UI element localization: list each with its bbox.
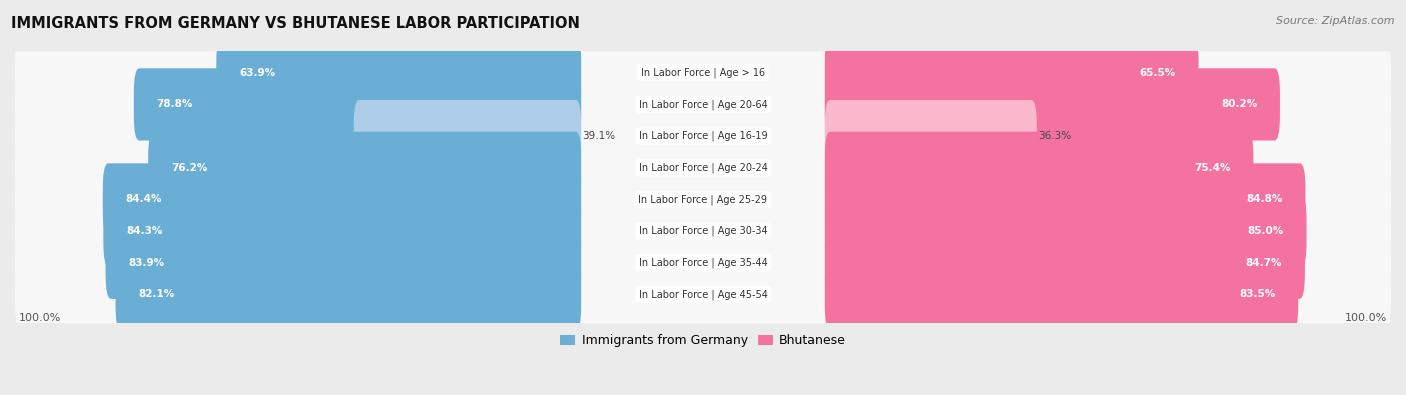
FancyBboxPatch shape — [825, 227, 1305, 299]
FancyBboxPatch shape — [15, 162, 1391, 237]
Text: 63.9%: 63.9% — [239, 68, 276, 78]
Text: 65.5%: 65.5% — [1140, 68, 1175, 78]
Text: In Labor Force | Age 45-54: In Labor Force | Age 45-54 — [638, 289, 768, 300]
Text: 78.8%: 78.8% — [156, 100, 193, 109]
FancyBboxPatch shape — [15, 130, 1391, 205]
Text: 75.4%: 75.4% — [1194, 163, 1230, 173]
Text: 76.2%: 76.2% — [172, 163, 207, 173]
Text: IMMIGRANTS FROM GERMANY VS BHUTANESE LABOR PARTICIPATION: IMMIGRANTS FROM GERMANY VS BHUTANESE LAB… — [11, 16, 581, 31]
FancyBboxPatch shape — [825, 195, 1306, 267]
Text: 84.4%: 84.4% — [125, 194, 162, 205]
Text: 83.5%: 83.5% — [1239, 290, 1275, 299]
FancyBboxPatch shape — [825, 37, 1198, 109]
Text: In Labor Force | Age 35-44: In Labor Force | Age 35-44 — [638, 258, 768, 268]
Text: 85.0%: 85.0% — [1247, 226, 1284, 236]
Text: In Labor Force | Age 20-64: In Labor Force | Age 20-64 — [638, 99, 768, 110]
FancyBboxPatch shape — [148, 132, 581, 204]
FancyBboxPatch shape — [15, 162, 1391, 237]
FancyBboxPatch shape — [15, 257, 1391, 332]
FancyBboxPatch shape — [103, 195, 581, 267]
FancyBboxPatch shape — [15, 35, 1391, 110]
FancyBboxPatch shape — [217, 37, 581, 109]
Text: 80.2%: 80.2% — [1220, 100, 1257, 109]
FancyBboxPatch shape — [825, 100, 1036, 172]
FancyBboxPatch shape — [825, 132, 1253, 204]
FancyBboxPatch shape — [15, 194, 1391, 269]
FancyBboxPatch shape — [15, 99, 1391, 173]
Text: 100.0%: 100.0% — [1346, 313, 1388, 323]
FancyBboxPatch shape — [15, 193, 1391, 269]
Text: Source: ZipAtlas.com: Source: ZipAtlas.com — [1277, 16, 1395, 26]
FancyBboxPatch shape — [115, 258, 581, 331]
Text: 83.9%: 83.9% — [128, 258, 165, 268]
FancyBboxPatch shape — [825, 258, 1298, 331]
FancyBboxPatch shape — [15, 130, 1391, 206]
FancyBboxPatch shape — [15, 35, 1391, 111]
Legend: Immigrants from Germany, Bhutanese: Immigrants from Germany, Bhutanese — [555, 329, 851, 352]
FancyBboxPatch shape — [825, 68, 1279, 141]
FancyBboxPatch shape — [825, 164, 1305, 235]
Text: 84.3%: 84.3% — [127, 226, 163, 236]
Text: In Labor Force | Age 25-29: In Labor Force | Age 25-29 — [638, 194, 768, 205]
FancyBboxPatch shape — [15, 67, 1391, 142]
FancyBboxPatch shape — [15, 98, 1391, 174]
Text: In Labor Force | Age 16-19: In Labor Force | Age 16-19 — [638, 131, 768, 141]
FancyBboxPatch shape — [103, 164, 581, 235]
FancyBboxPatch shape — [354, 100, 581, 172]
Text: 82.1%: 82.1% — [138, 290, 174, 299]
FancyBboxPatch shape — [15, 225, 1391, 301]
Text: 84.8%: 84.8% — [1246, 194, 1282, 205]
Text: In Labor Force | Age > 16: In Labor Force | Age > 16 — [641, 68, 765, 78]
Text: 84.7%: 84.7% — [1246, 258, 1282, 268]
Text: In Labor Force | Age 30-34: In Labor Force | Age 30-34 — [638, 226, 768, 236]
FancyBboxPatch shape — [15, 226, 1391, 300]
FancyBboxPatch shape — [134, 68, 581, 141]
Text: 39.1%: 39.1% — [582, 131, 616, 141]
FancyBboxPatch shape — [15, 256, 1391, 333]
Text: 36.3%: 36.3% — [1038, 131, 1071, 141]
FancyBboxPatch shape — [105, 227, 581, 299]
Text: 100.0%: 100.0% — [18, 313, 60, 323]
FancyBboxPatch shape — [15, 66, 1391, 143]
Text: In Labor Force | Age 20-24: In Labor Force | Age 20-24 — [638, 162, 768, 173]
